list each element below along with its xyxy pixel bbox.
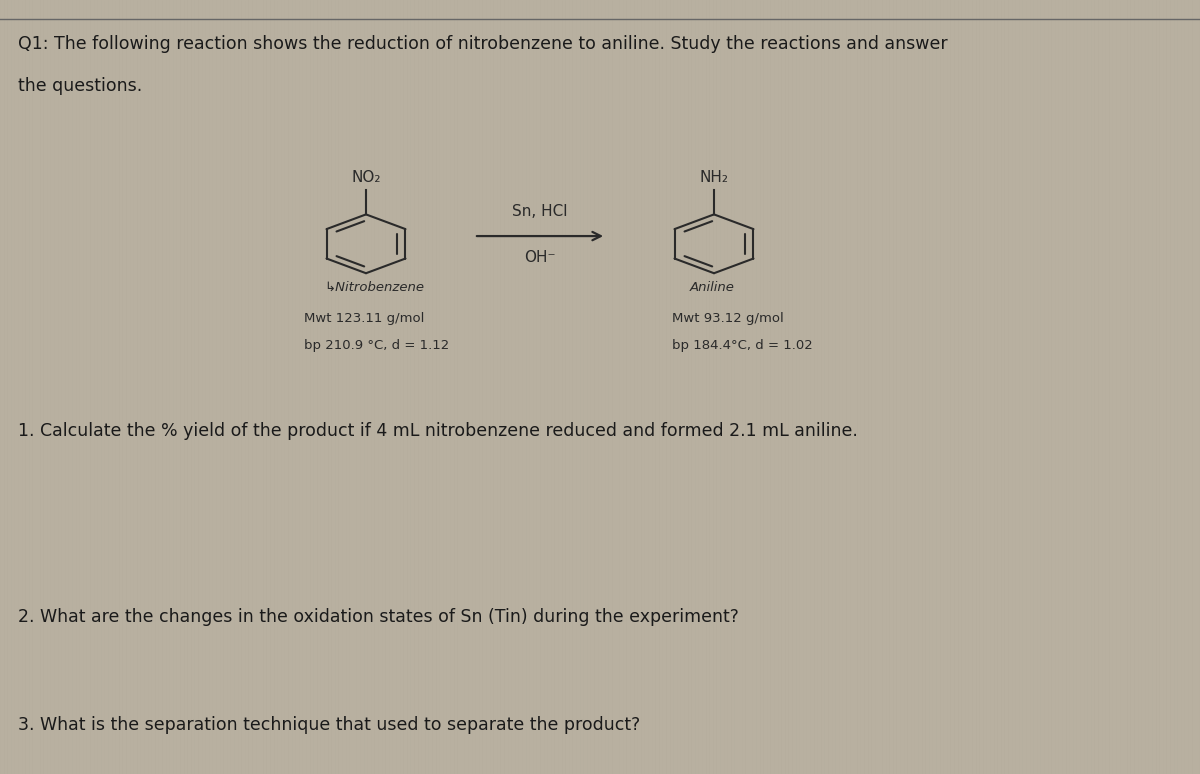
Text: Sn, HCl: Sn, HCl [512,204,568,219]
Text: bp 210.9 °C, d = 1.12: bp 210.9 °C, d = 1.12 [304,339,449,352]
Text: 3. What is the separation technique that used to separate the product?: 3. What is the separation technique that… [18,716,641,734]
Text: 1. Calculate the % yield of the product if 4 mL nitrobenzene reduced and formed : 1. Calculate the % yield of the product … [18,422,858,440]
Text: Mwt 93.12 g/mol: Mwt 93.12 g/mol [672,312,784,325]
Text: Aniline: Aniline [690,281,734,294]
Text: NO₂: NO₂ [352,170,380,185]
Text: NH₂: NH₂ [700,170,728,185]
Text: OH⁻: OH⁻ [524,250,556,265]
Text: bp 184.4°C, d = 1.02: bp 184.4°C, d = 1.02 [672,339,812,352]
Text: 2. What are the changes in the oxidation states of Sn (Tin) during the experimen: 2. What are the changes in the oxidation… [18,608,739,625]
Text: ↳Nitrobenzene: ↳Nitrobenzene [324,281,424,294]
Text: the questions.: the questions. [18,77,143,95]
Text: Mwt 123.11 g/mol: Mwt 123.11 g/mol [304,312,424,325]
Text: Q1: The following reaction shows the reduction of nitrobenzene to aniline. Study: Q1: The following reaction shows the red… [18,35,948,53]
